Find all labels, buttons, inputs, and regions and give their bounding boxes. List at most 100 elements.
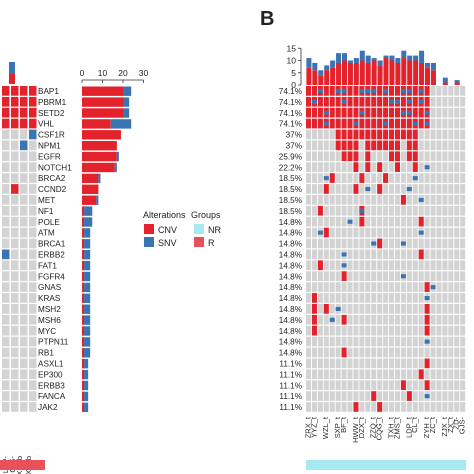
sample-bar-snv [312, 62, 318, 71]
matrix-cell-cnv [383, 107, 389, 118]
gene-bar-snv [84, 271, 91, 282]
matrix-cell [460, 260, 466, 271]
matrix-cell [430, 336, 436, 347]
matrix-cell [394, 184, 400, 194]
matrix-cell [329, 260, 335, 271]
matrix-cell [454, 249, 460, 260]
matrix-cell [424, 216, 430, 227]
sample-bar-snv [442, 77, 448, 83]
matrix-cell [365, 173, 371, 183]
matrix-cell [400, 249, 406, 260]
matrix-cell [430, 271, 436, 281]
matrix-cell-cnv [311, 314, 317, 325]
matrix-cell [317, 358, 323, 369]
matrix-cell-cnv [377, 107, 383, 118]
matrix-cell [341, 304, 347, 314]
panel-a-cell [2, 107, 10, 118]
matrix-cell [454, 293, 460, 303]
panel-a-cell [11, 282, 19, 292]
matrix-cell-cnv [400, 129, 406, 140]
matrix-cell [323, 205, 329, 216]
matrix-cell [317, 304, 323, 314]
sample-bar-snv [318, 70, 324, 76]
legend-r-label: R [208, 238, 215, 248]
matrix-cell-snv [424, 394, 430, 399]
matrix-cell [442, 140, 448, 151]
matrix-cell-cnv [341, 118, 347, 129]
matrix-cell-cnv [418, 369, 424, 380]
matrix-cell [383, 151, 389, 162]
matrix-cell [394, 293, 400, 303]
matrix-cell [329, 151, 335, 162]
gene-bar-cnv [82, 119, 111, 129]
matrix-cell [383, 282, 389, 292]
matrix-cell [306, 336, 312, 347]
matrix-cell [406, 249, 412, 260]
panel-a-cell [2, 336, 10, 347]
matrix-cell [442, 358, 448, 369]
row-percentage: 11.1% [279, 370, 302, 379]
matrix-cell [383, 347, 389, 358]
panel-a-top-bar [9, 62, 15, 84]
matrix-cell-snv [347, 219, 353, 224]
panel-a-cell [2, 249, 10, 260]
panel-a-cell [11, 336, 19, 347]
matrix-cell [389, 380, 395, 390]
matrix-cell [335, 216, 341, 227]
matrix-cell [460, 336, 466, 347]
matrix-cell [365, 391, 371, 401]
matrix-cell [412, 304, 418, 314]
matrix-cell [454, 151, 460, 162]
matrix-cell [406, 238, 412, 249]
panel-a-cell [20, 107, 28, 118]
matrix-cell [442, 96, 448, 107]
matrix-cell [394, 205, 400, 216]
matrix-cell [448, 293, 454, 303]
matrix-cell-cnv [412, 129, 418, 140]
matrix-cell [353, 282, 359, 292]
panel-a-cell [29, 107, 37, 118]
matrix-cell [460, 369, 466, 380]
matrix-cell [436, 314, 442, 325]
matrix-cell [365, 402, 371, 412]
matrix-cell-snv [371, 241, 377, 246]
sample-bar-snv [425, 62, 431, 68]
matrix-cell [365, 227, 371, 238]
matrix-cell [383, 227, 389, 238]
gene-bar-cnv [82, 260, 85, 271]
sample-bar-cnv [389, 60, 395, 85]
matrix-cell [359, 347, 365, 358]
sample-bar-cnv [336, 62, 342, 85]
row-percentage: 14.8% [279, 327, 302, 336]
matrix-cell [377, 293, 383, 303]
matrix-cell [353, 293, 359, 303]
matrix-cell-snv [341, 88, 347, 93]
matrix-cell [406, 369, 412, 380]
panel-b-sample-label: DZX_t [357, 416, 366, 438]
matrix-cell [323, 347, 329, 358]
matrix-cell [430, 96, 436, 107]
matrix-cell [394, 347, 400, 358]
matrix-cell [335, 325, 341, 336]
matrix-cell [460, 271, 466, 281]
matrix-cell [311, 336, 317, 347]
matrix-cell [412, 314, 418, 325]
matrix-cell [436, 380, 442, 390]
matrix-cell-cnv [359, 216, 365, 227]
matrix-cell [383, 380, 389, 390]
panel-a-cell [29, 402, 37, 412]
matrix-cell [377, 260, 383, 271]
panel-a-cell [29, 358, 37, 369]
matrix-cell-cnv [329, 96, 335, 107]
sample-bar-snv [413, 55, 419, 61]
matrix-cell [353, 369, 359, 380]
matrix-cell [306, 325, 312, 336]
matrix-cell [353, 271, 359, 281]
matrix-cell [359, 260, 365, 271]
panel-a-cell [29, 391, 37, 401]
matrix-cell-snv [406, 187, 412, 192]
panel-b-sample-label: HWW_t [351, 416, 360, 443]
matrix-cell [400, 325, 406, 336]
row-percentage: 74.1% [279, 98, 302, 107]
gene-bar-cnv [82, 217, 85, 227]
